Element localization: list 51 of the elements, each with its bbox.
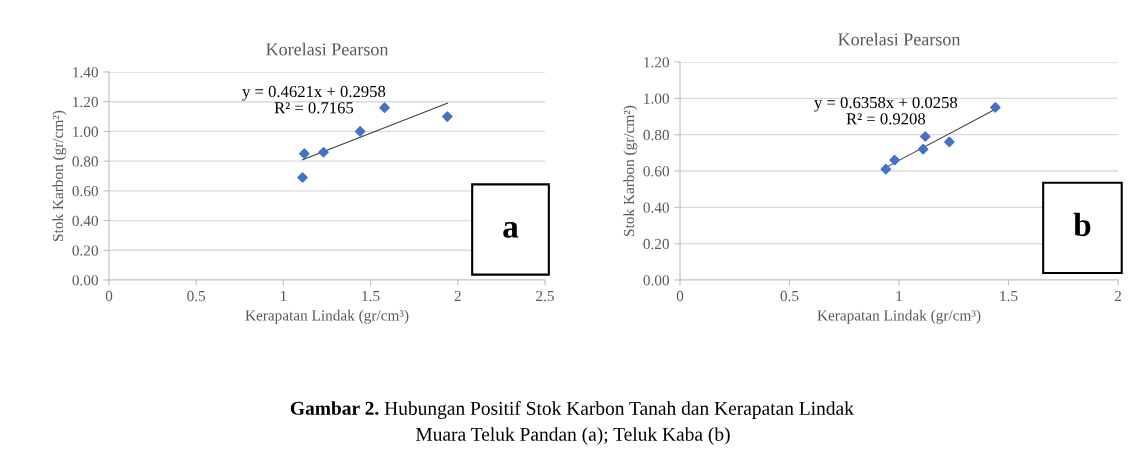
y-tick-label: 1.20 bbox=[73, 96, 98, 108]
point bbox=[990, 102, 1001, 113]
x-tick-label: 2.5 bbox=[536, 290, 554, 302]
y-tick-label: 1.00 bbox=[644, 93, 669, 104]
x-tick-label: 2 bbox=[454, 290, 461, 302]
y-tick-label: 0.20 bbox=[643, 238, 669, 250]
x-axis-title: Kerapatan Lindak (gr/cm³) bbox=[817, 309, 981, 324]
x-tick-label: 1 bbox=[280, 290, 287, 302]
x-tick-label: 1 bbox=[896, 290, 902, 302]
x-tick-label: 0.5 bbox=[780, 290, 799, 302]
y-tick-label: 1.20 bbox=[644, 57, 669, 68]
x-axis-title: Kerapatan Lindak (gr/cm³) bbox=[245, 309, 409, 324]
y-tick-label: 0.00 bbox=[643, 275, 669, 286]
point bbox=[318, 146, 329, 158]
y-tick-label: 0.40 bbox=[643, 202, 669, 213]
annotation: y = 0.4621x + 0.2958 R² = 0.7165 bbox=[242, 85, 386, 114]
text: Muara Teluk Pandan (a); Teluk Kaba (b) bbox=[415, 427, 730, 445]
y-tick-label: 0.80 bbox=[72, 156, 98, 167]
annotation: y = 0.6358x + 0.0258 R² = 0.9208 bbox=[814, 96, 958, 125]
point bbox=[442, 111, 453, 122]
y-axis-title: Stok Karbon (gr/cm²) bbox=[52, 110, 67, 241]
y-tick-label: 0.80 bbox=[643, 129, 669, 141]
point bbox=[379, 102, 390, 113]
point bbox=[944, 136, 955, 148]
x-tick-label: 1.5 bbox=[362, 290, 380, 302]
annotation: b bbox=[1073, 212, 1091, 237]
point bbox=[880, 163, 892, 175]
y-tick-label: 0.60 bbox=[72, 186, 98, 197]
point bbox=[297, 172, 308, 183]
y-tick-label: 0.40 bbox=[72, 215, 98, 227]
x-tick-label: 0 bbox=[105, 290, 113, 302]
x-tick-label: 2 bbox=[1114, 290, 1121, 302]
y-tick-label: 0.00 bbox=[72, 275, 98, 286]
point bbox=[917, 143, 929, 155]
point bbox=[299, 148, 310, 160]
y-tick-label: 0.20 bbox=[72, 245, 98, 256]
point bbox=[354, 126, 366, 137]
y-axis-title: Stok Karbon (gr/cm²) bbox=[623, 105, 638, 236]
point bbox=[889, 154, 900, 166]
point bbox=[919, 131, 931, 142]
x-tick-label: 1.5 bbox=[1000, 290, 1018, 302]
x-tick-label: 0 bbox=[676, 290, 684, 302]
y-tick-label: 1.40 bbox=[73, 67, 98, 78]
chart-title: Korelasi Pearson bbox=[266, 42, 389, 56]
y-tick-label: 0.60 bbox=[643, 166, 669, 177]
annotation: a bbox=[503, 221, 519, 238]
x-tick-label: 0.5 bbox=[187, 290, 206, 302]
y-tick-label: 1.00 bbox=[73, 126, 98, 137]
text: Gambar 2. bbox=[290, 401, 379, 415]
text: Hubungan Positif Stok Karbon Tanah dan Kerapatan Lindak bbox=[384, 401, 854, 419]
chart-title: Korelasi Pearson bbox=[838, 32, 961, 46]
